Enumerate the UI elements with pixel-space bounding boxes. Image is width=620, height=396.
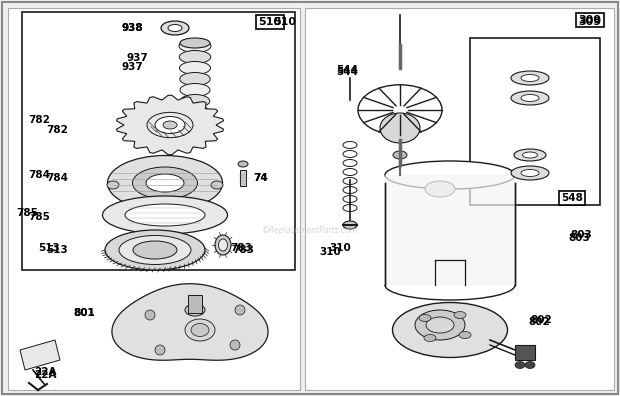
- Ellipse shape: [133, 241, 177, 259]
- Text: 22A: 22A: [33, 370, 56, 380]
- Ellipse shape: [525, 362, 535, 369]
- Text: 783: 783: [230, 243, 252, 253]
- Ellipse shape: [419, 314, 431, 322]
- Ellipse shape: [125, 204, 205, 226]
- Text: 513: 513: [38, 243, 60, 253]
- Text: 784: 784: [46, 173, 68, 183]
- Text: 801: 801: [73, 308, 95, 318]
- Text: 784: 784: [28, 170, 50, 180]
- Ellipse shape: [191, 324, 209, 337]
- Polygon shape: [188, 295, 202, 313]
- Polygon shape: [470, 38, 600, 205]
- Ellipse shape: [426, 317, 454, 333]
- Ellipse shape: [146, 174, 184, 192]
- Ellipse shape: [168, 25, 182, 32]
- Ellipse shape: [218, 239, 228, 251]
- Text: 310: 310: [329, 243, 351, 253]
- Ellipse shape: [459, 331, 471, 339]
- Ellipse shape: [521, 74, 539, 82]
- Ellipse shape: [180, 72, 210, 86]
- Text: 513: 513: [46, 245, 68, 255]
- Circle shape: [145, 310, 155, 320]
- Ellipse shape: [521, 169, 539, 177]
- Ellipse shape: [515, 362, 525, 369]
- Ellipse shape: [215, 235, 231, 255]
- Text: 309: 309: [578, 15, 601, 25]
- Ellipse shape: [393, 151, 407, 159]
- Polygon shape: [20, 340, 60, 370]
- Text: 938: 938: [122, 23, 143, 33]
- Polygon shape: [240, 170, 246, 186]
- Polygon shape: [8, 8, 300, 390]
- Polygon shape: [112, 284, 268, 360]
- Text: 801: 801: [73, 308, 95, 318]
- Text: 803: 803: [568, 233, 590, 243]
- Ellipse shape: [511, 71, 549, 85]
- Ellipse shape: [211, 181, 223, 189]
- Text: 74: 74: [253, 173, 268, 183]
- Bar: [385, 175, 515, 285]
- Polygon shape: [117, 95, 223, 155]
- Circle shape: [155, 345, 165, 355]
- Ellipse shape: [511, 91, 549, 105]
- Ellipse shape: [185, 304, 205, 316]
- Ellipse shape: [523, 152, 538, 158]
- Ellipse shape: [238, 161, 248, 167]
- Ellipse shape: [105, 230, 205, 270]
- Ellipse shape: [380, 113, 420, 143]
- Circle shape: [230, 340, 240, 350]
- Ellipse shape: [107, 181, 119, 189]
- Ellipse shape: [415, 310, 465, 340]
- Ellipse shape: [454, 312, 466, 318]
- Ellipse shape: [179, 51, 211, 63]
- Ellipse shape: [425, 181, 455, 197]
- Text: 510: 510: [259, 17, 281, 27]
- Ellipse shape: [343, 221, 357, 229]
- Text: 782: 782: [46, 125, 68, 135]
- Circle shape: [235, 305, 245, 315]
- Polygon shape: [515, 345, 535, 360]
- Ellipse shape: [180, 61, 211, 74]
- Ellipse shape: [180, 38, 210, 48]
- Text: 544: 544: [336, 67, 358, 77]
- Ellipse shape: [119, 236, 191, 265]
- Ellipse shape: [180, 84, 210, 97]
- Text: 74: 74: [253, 173, 268, 183]
- Text: 310: 310: [319, 247, 341, 257]
- Text: 802: 802: [530, 315, 552, 325]
- Text: 510: 510: [273, 17, 296, 27]
- Ellipse shape: [147, 112, 193, 138]
- Text: 544: 544: [336, 65, 358, 75]
- Text: 937: 937: [122, 62, 143, 72]
- Polygon shape: [305, 8, 614, 390]
- Text: 785: 785: [16, 208, 38, 218]
- Ellipse shape: [179, 40, 211, 53]
- Ellipse shape: [133, 167, 198, 199]
- Text: 783: 783: [232, 245, 254, 255]
- Ellipse shape: [102, 196, 228, 234]
- Ellipse shape: [180, 95, 210, 107]
- Ellipse shape: [161, 21, 189, 35]
- Text: 785: 785: [28, 212, 50, 222]
- Text: 548: 548: [561, 193, 583, 203]
- Text: 803: 803: [570, 230, 591, 240]
- Text: ©ReplacementParts.com: ©ReplacementParts.com: [262, 225, 358, 234]
- Text: 309: 309: [578, 17, 601, 27]
- Ellipse shape: [392, 303, 508, 358]
- Ellipse shape: [521, 95, 539, 101]
- Ellipse shape: [514, 149, 546, 161]
- Text: 802: 802: [528, 317, 550, 327]
- Ellipse shape: [180, 105, 210, 118]
- Ellipse shape: [511, 166, 549, 180]
- Ellipse shape: [107, 156, 223, 211]
- Ellipse shape: [385, 161, 515, 189]
- Ellipse shape: [424, 335, 436, 341]
- Text: 938: 938: [122, 23, 143, 33]
- Text: 937: 937: [126, 53, 148, 63]
- Ellipse shape: [163, 121, 177, 129]
- Ellipse shape: [185, 319, 215, 341]
- Ellipse shape: [155, 116, 185, 133]
- Polygon shape: [22, 12, 295, 270]
- Text: 22A: 22A: [33, 367, 56, 377]
